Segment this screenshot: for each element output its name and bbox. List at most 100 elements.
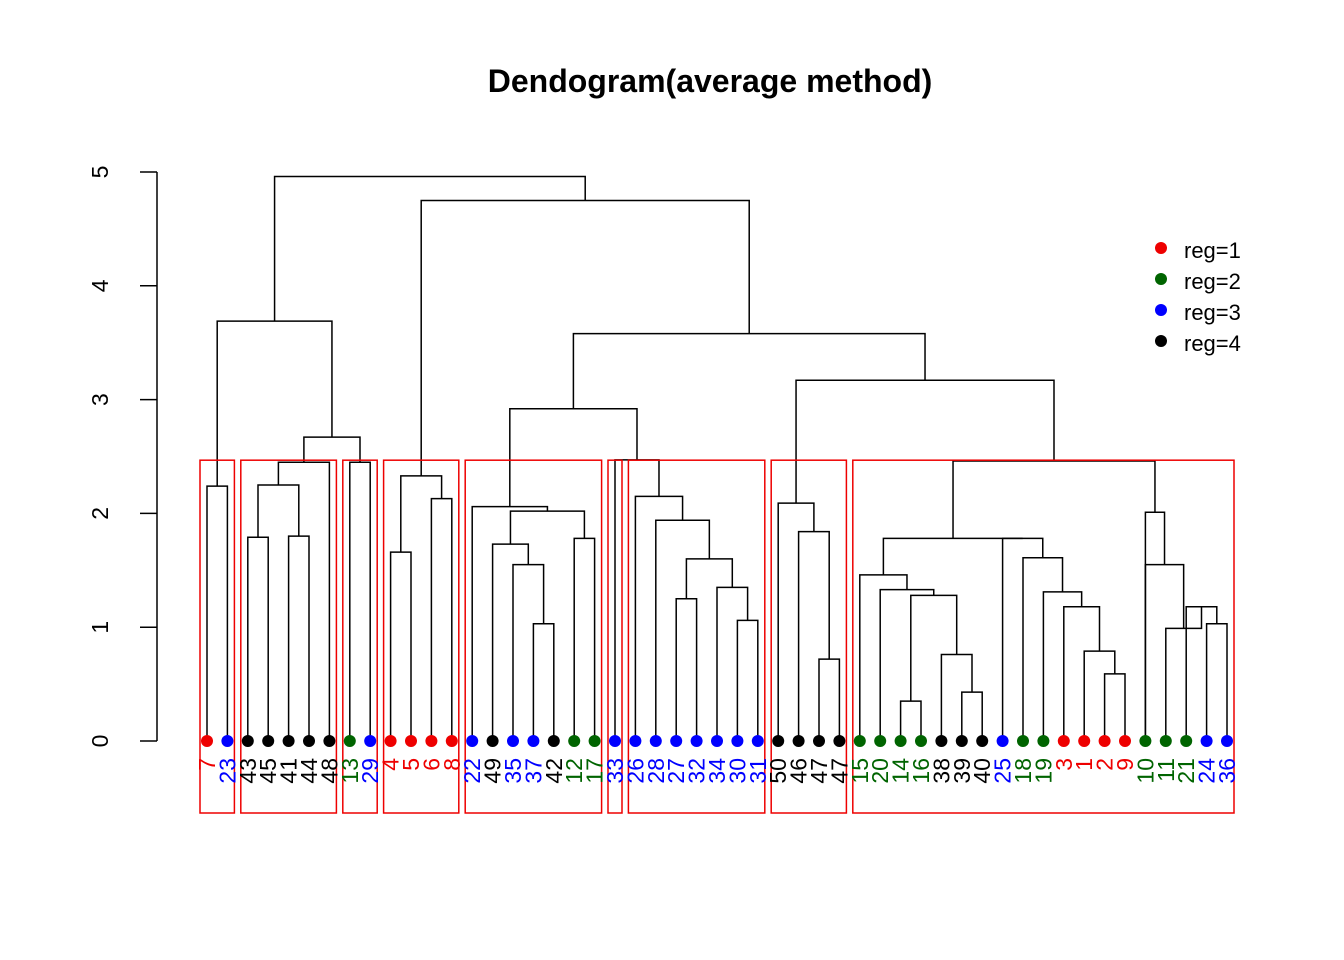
leaf-point — [772, 735, 785, 747]
leaf-label: 10 — [1132, 758, 1158, 784]
legend: reg=1 reg=2 reg=3 reg=4 — [1155, 238, 1241, 356]
branch — [655, 519, 711, 741]
branch — [509, 407, 638, 507]
leaf-label: 18 — [1010, 758, 1036, 784]
branch — [1063, 605, 1101, 741]
leaf-label: 28 — [643, 758, 669, 784]
branch — [573, 537, 596, 741]
leaf-point — [1139, 735, 1152, 747]
leaf-label: 22 — [459, 758, 485, 784]
leaf-label: 45 — [255, 758, 281, 784]
leaf-label: 19 — [1030, 758, 1056, 784]
leaf-label: 29 — [357, 758, 383, 784]
branch — [961, 691, 983, 741]
leaf-point — [384, 735, 397, 747]
branch — [777, 502, 815, 741]
cluster-box — [607, 459, 623, 814]
branch — [277, 461, 331, 741]
leaf-label: 15 — [847, 758, 873, 784]
leaf-label: 32 — [684, 758, 710, 784]
branch — [420, 199, 750, 476]
leaf-point — [201, 735, 213, 747]
branch — [899, 700, 922, 741]
leaf-point — [568, 735, 581, 747]
leaf-point — [547, 735, 560, 747]
leaf-point — [976, 735, 989, 747]
branch — [675, 598, 698, 741]
branch — [206, 485, 229, 741]
leaf-label: 41 — [276, 758, 302, 784]
legend-entry: reg=3 — [1184, 300, 1241, 325]
leaf-label: 39 — [949, 758, 975, 784]
branch — [287, 535, 310, 741]
branch — [400, 475, 443, 553]
leaf-point — [1180, 735, 1193, 747]
cluster-box — [852, 459, 1235, 814]
leaf-label: 30 — [724, 758, 750, 784]
leaf-point — [894, 735, 907, 747]
branch — [532, 623, 555, 741]
leaf-label: 40 — [969, 758, 995, 784]
dendrogram-branches — [206, 175, 1228, 741]
cluster-box — [627, 459, 766, 814]
branch — [879, 588, 935, 741]
leaf-point — [874, 735, 887, 747]
leaf-label: 8 — [439, 758, 465, 771]
leaf-label: 44 — [296, 758, 322, 784]
branch — [952, 460, 1156, 539]
leaf-point — [1200, 735, 1213, 747]
leaf-point — [853, 735, 866, 747]
legend-entry: reg=2 — [1184, 269, 1241, 294]
branch — [247, 536, 269, 741]
branch — [491, 543, 530, 741]
branch — [1144, 511, 1166, 741]
leaf-label: 35 — [500, 758, 526, 784]
leaf-label: 38 — [928, 758, 954, 784]
leaf-points — [201, 735, 1233, 747]
leaf-label: 36 — [1214, 758, 1240, 784]
leaf-label: 46 — [786, 758, 812, 784]
branch — [257, 484, 300, 538]
branch — [273, 175, 586, 322]
leaf-label: 7 — [194, 758, 220, 771]
leaf-label: 27 — [663, 758, 689, 784]
branch — [882, 537, 1023, 575]
y-tick-label: 2 — [87, 507, 113, 520]
leaf-point — [588, 735, 601, 747]
leaf-point — [609, 735, 621, 747]
leaf-label: 1 — [1071, 758, 1097, 771]
leaf-label: 20 — [867, 758, 893, 784]
branch — [572, 332, 926, 409]
leaf-label: 12 — [561, 758, 587, 784]
cluster-box — [342, 459, 378, 814]
leaf-point — [1037, 735, 1050, 747]
legend-marker — [1155, 242, 1167, 254]
leaf-label: 4 — [378, 758, 404, 771]
branch — [910, 594, 958, 702]
leaf-point — [241, 735, 254, 747]
leaf-label: 31 — [745, 758, 771, 784]
branch — [818, 658, 841, 741]
cluster-box — [464, 459, 603, 814]
branch — [1042, 591, 1083, 741]
leaf-point — [1221, 735, 1233, 747]
leaf-label: 24 — [1194, 758, 1220, 784]
branch — [389, 551, 412, 741]
leaf-point — [1017, 735, 1029, 747]
leaf-label: 43 — [235, 758, 261, 784]
leaf-label: 23 — [214, 758, 240, 784]
leaf-label: 49 — [480, 758, 506, 784]
leaf-point — [445, 735, 458, 747]
leaf-label: 9 — [1112, 758, 1138, 771]
leaf-point — [507, 735, 519, 747]
leaf-label: 42 — [541, 758, 567, 784]
leaf-point — [649, 735, 662, 747]
leaf-point — [711, 735, 723, 747]
branch — [509, 510, 586, 545]
leaf-point — [323, 735, 336, 747]
cluster-box — [770, 459, 848, 814]
leaf-point — [486, 735, 499, 747]
y-tick-label: 1 — [87, 621, 113, 634]
branch — [303, 436, 361, 463]
